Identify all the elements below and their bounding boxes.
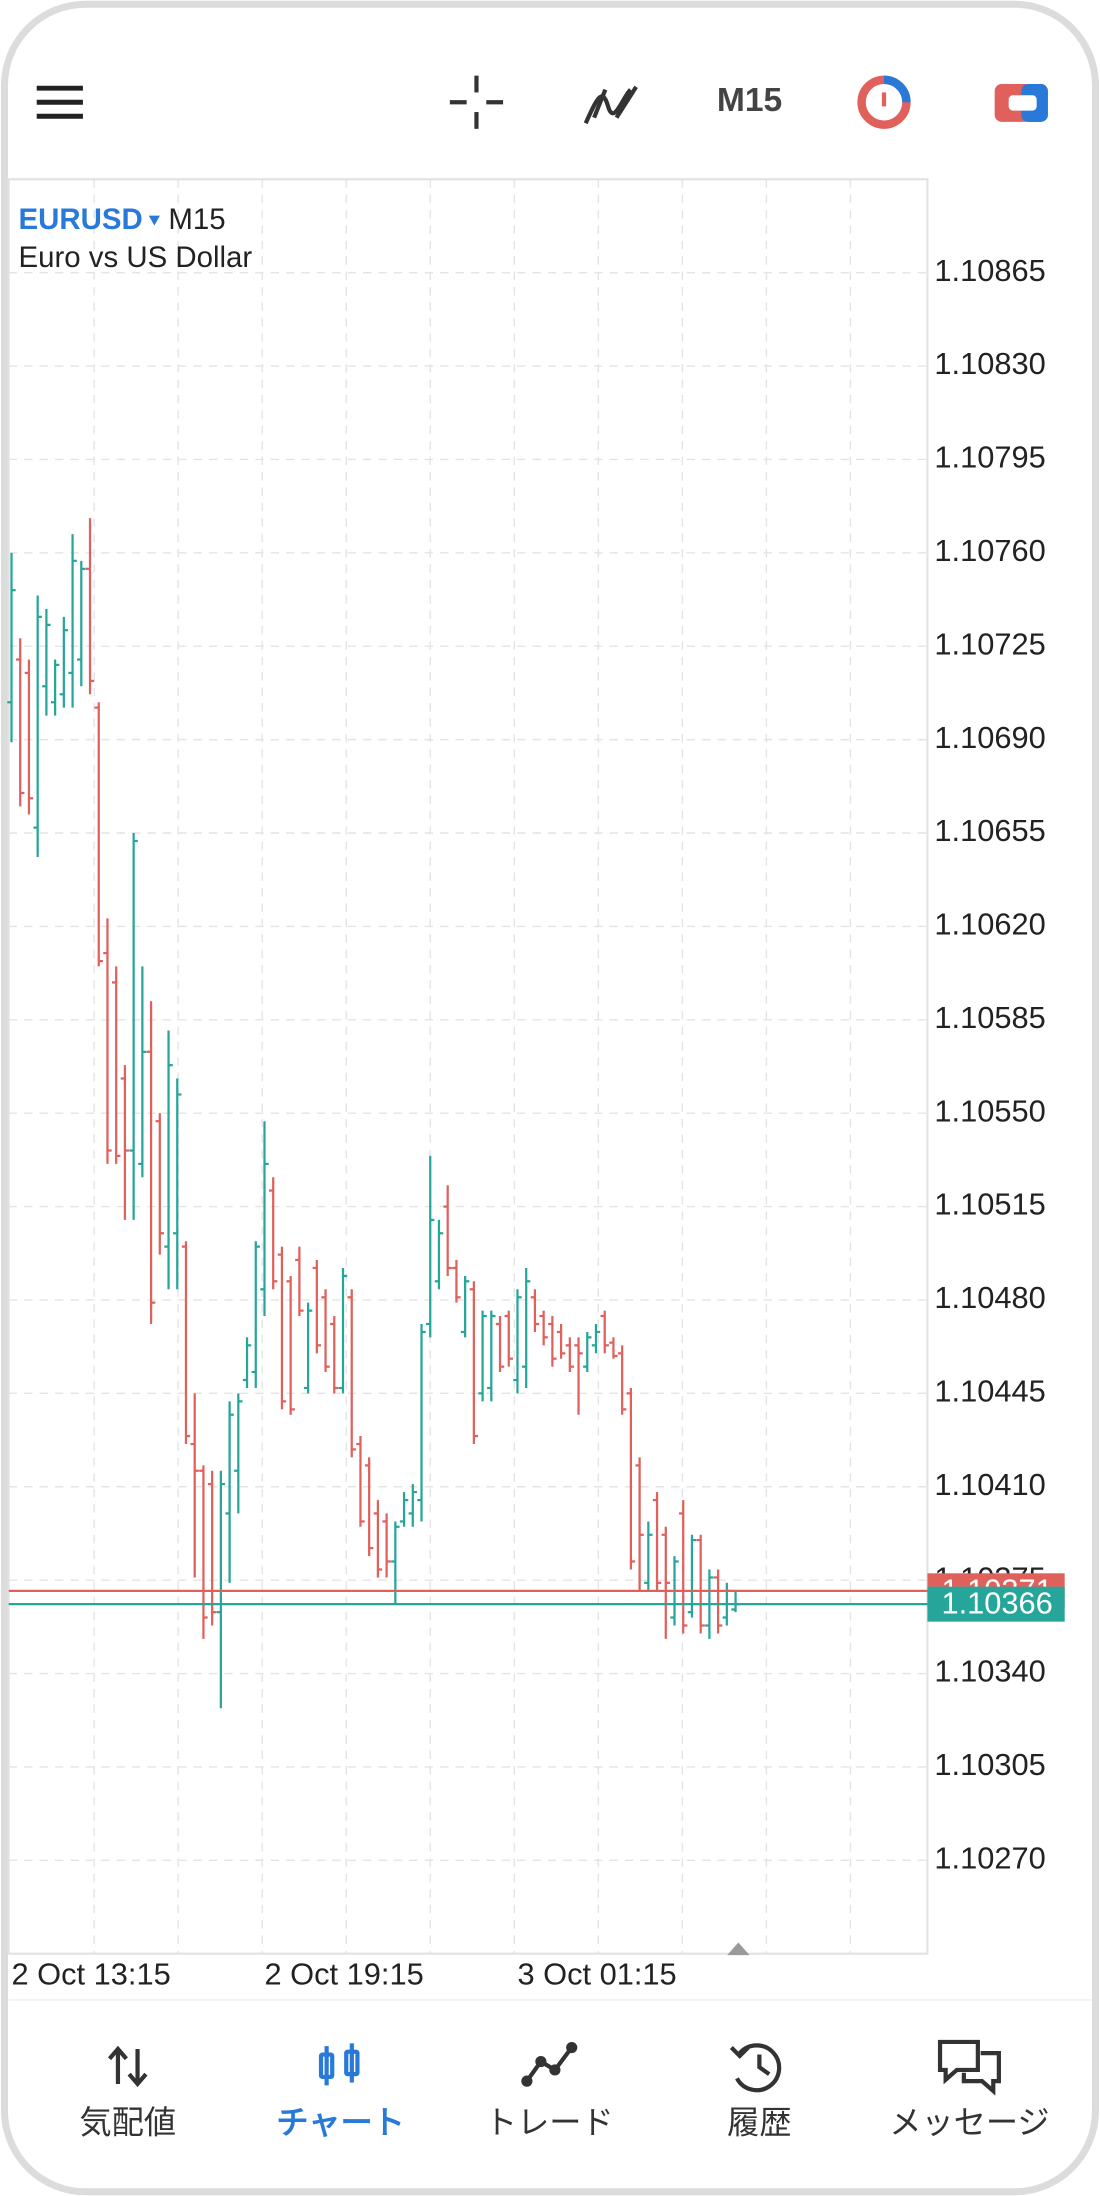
chart-shift-marker[interactable] <box>727 1942 750 1956</box>
nav-label[interactable]: メッセージ <box>889 2104 1049 2142</box>
y-tick-label: 1.10515 <box>934 1187 1045 1222</box>
x-tick-label: 3 Oct 01:15 <box>517 1956 676 1991</box>
nav-messages[interactable]: メッセージ <box>889 2039 1050 2142</box>
y-tick-label: 1.10305 <box>934 1747 1045 1782</box>
y-tick-label: 1.10690 <box>934 720 1045 755</box>
y-tick-label: 1.10585 <box>934 1000 1045 1035</box>
plot <box>7 271 928 1862</box>
y-tick-label: 1.10410 <box>934 1467 1045 1502</box>
x-tick-label: 2 Oct 13:15 <box>12 1956 171 1991</box>
bid-label: 1.10366 <box>941 1586 1052 1621</box>
chart-area <box>7 178 929 1955</box>
vertical-grid <box>93 179 852 1954</box>
symbol-dropdown[interactable] <box>148 215 160 226</box>
y-tick-label: 1.10550 <box>934 1093 1045 1128</box>
nav-label[interactable]: 履歴 <box>727 2104 791 2142</box>
y-tick-label: 1.10760 <box>934 533 1045 568</box>
chart-timeframe: M15 <box>168 203 225 236</box>
y-tick-label: 1.10865 <box>934 253 1045 288</box>
nav-label[interactable]: 気配値 <box>79 2104 176 2142</box>
symbol[interactable]: EURUSD <box>19 203 143 236</box>
y-tick-label: 1.10620 <box>934 907 1045 942</box>
toolbar: M15 <box>36 75 1048 129</box>
y-tick-label: 1.10340 <box>934 1654 1045 1689</box>
nav-quotes[interactable]: 気配値 <box>79 2045 176 2142</box>
y-tick-label: 1.10655 <box>934 813 1045 848</box>
symbol-description: Euro vs US Dollar <box>19 241 253 274</box>
nav-trade[interactable]: トレード <box>485 2041 614 2142</box>
x-tick-label: 2 Oct 19:15 <box>264 1956 423 1991</box>
nav-label[interactable]: トレード <box>485 2104 614 2142</box>
y-tick-label: 1.10480 <box>934 1280 1045 1315</box>
y-tick-label: 1.10830 <box>934 346 1045 381</box>
nav-history[interactable]: 履歴 <box>727 2043 792 2142</box>
timeframe-button[interactable]: M15 <box>717 82 782 119</box>
bid-label-box <box>927 1586 1065 1622</box>
menu-button[interactable] <box>36 85 83 119</box>
y-tick-label: 1.10445 <box>934 1374 1045 1409</box>
y-tick-label: 1.10795 <box>934 440 1045 475</box>
trade-button[interactable] <box>857 75 911 129</box>
y-tick-label: 1.10270 <box>934 1840 1045 1875</box>
one-click-button[interactable] <box>994 84 1048 122</box>
indicators-button[interactable] <box>583 85 638 125</box>
nav-label[interactable]: チャート <box>276 2104 405 2142</box>
bottom-nav: 気配値 チャート トレード 履歴 メッセージ <box>79 2039 1050 2142</box>
nav-chart[interactable]: チャート <box>276 2043 405 2142</box>
crosshair-button[interactable] <box>449 75 504 129</box>
y-tick-label: 1.10725 <box>934 626 1045 661</box>
